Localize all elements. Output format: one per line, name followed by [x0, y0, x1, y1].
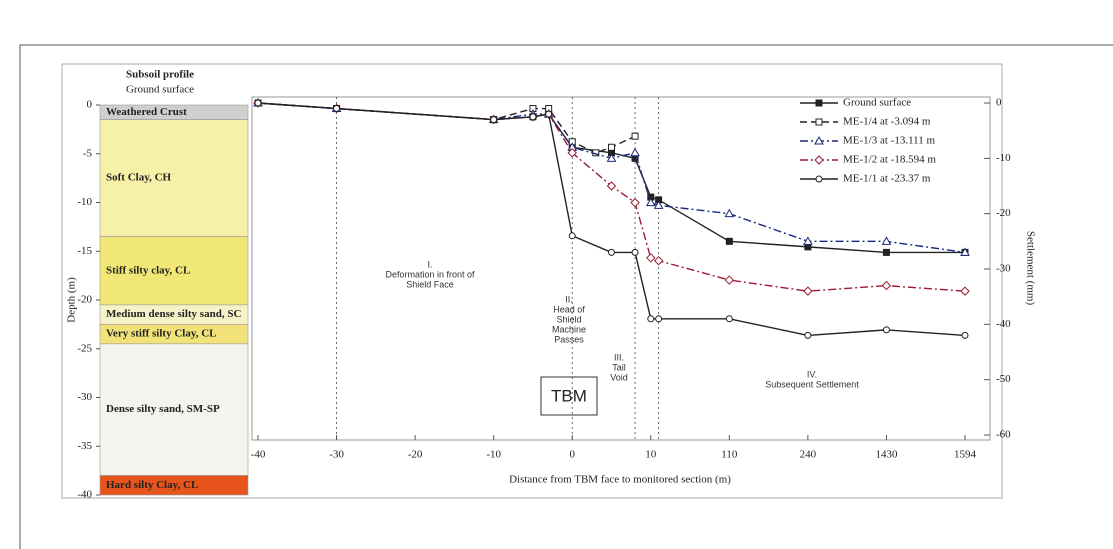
phase-label: Shield Face	[406, 279, 454, 289]
soil-layer-label: Very stiff silty Clay, CL	[106, 328, 217, 340]
phase-label: Machine	[552, 324, 586, 334]
marker	[725, 276, 733, 284]
depth-tick-label: -20	[77, 294, 92, 306]
soil-layer-label: Soft Clay, CH	[106, 172, 172, 184]
phase-label: III.	[614, 352, 624, 362]
plot-frame	[252, 97, 990, 440]
marker	[647, 254, 655, 262]
x-tick-label: -40	[251, 449, 266, 461]
y2-label: Settlement (mm)	[1024, 231, 1036, 306]
phase-label: II.	[565, 294, 573, 304]
marker	[631, 149, 639, 156]
legend-label: ME-1/1 at -23.37 m	[843, 173, 931, 185]
y2-tick-label: -20	[996, 207, 1011, 219]
x-label: Distance from TBM face to monitored sect…	[509, 474, 731, 486]
marker	[546, 111, 552, 117]
depth-tick-label: -10	[77, 196, 92, 208]
marker	[569, 233, 575, 239]
y2-tick-label: -60	[996, 429, 1011, 441]
y2-tick-label: -30	[996, 263, 1011, 275]
depth-tick-label: -35	[77, 440, 92, 452]
soil-layer-label: Hard silty Clay, CL	[106, 479, 198, 491]
phase-label: IV.	[807, 369, 817, 379]
phase-label: Deformation in front of	[385, 269, 475, 279]
tbm-label: TBM	[551, 386, 587, 405]
x-tick-label: -10	[486, 449, 501, 461]
x-tick-label: 240	[800, 449, 817, 461]
x-tick-label: 0	[569, 449, 575, 461]
marker	[962, 332, 968, 338]
marker	[648, 316, 654, 322]
legend-marker	[816, 176, 822, 182]
legend-label: ME-1/2 at -18.594 m	[843, 154, 936, 166]
marker	[334, 106, 340, 112]
phase-label: Passes	[554, 334, 584, 344]
depth-label: Depth (m)	[66, 277, 78, 323]
marker	[883, 327, 889, 333]
figure: Subsoil profile Ground surface Depth (m)…	[0, 0, 1113, 549]
marker	[655, 257, 663, 265]
phase-label: Tail	[612, 362, 626, 372]
marker	[632, 249, 638, 255]
marker	[491, 117, 497, 123]
marker	[726, 238, 732, 244]
legend-marker	[816, 119, 822, 125]
depth-tick-label: 0	[87, 99, 93, 111]
x-tick-label: -20	[408, 449, 423, 461]
depth-tick-label: -5	[83, 147, 93, 159]
phase-label: Head of	[553, 304, 585, 314]
marker	[631, 199, 639, 207]
legend-marker	[815, 156, 823, 164]
depth-tick-label: -25	[77, 342, 92, 354]
marker	[255, 100, 261, 106]
y2-tick-label: -10	[996, 152, 1011, 164]
x-tick-label: -30	[329, 449, 344, 461]
series-line	[258, 103, 635, 153]
phase-label: I.	[427, 259, 432, 269]
x-tick-label: 1430	[875, 449, 898, 461]
marker	[530, 114, 536, 120]
marker	[609, 249, 615, 255]
depth-tick-label: -30	[77, 391, 92, 403]
x-tick-label: 10	[645, 449, 657, 461]
phase-label: Subsequent Settlement	[765, 379, 859, 389]
legend-label: ME-1/3 at -13.111 m	[843, 135, 936, 147]
legend-label: ME-1/4 at -3.094 m	[843, 116, 931, 128]
marker	[609, 144, 615, 150]
depth-tick-label: -15	[77, 245, 92, 257]
phase-label: Void	[610, 372, 628, 382]
marker	[804, 287, 812, 295]
x-tick-label: 1594	[954, 449, 977, 461]
depth-tick-label: -40	[77, 489, 92, 501]
y2-tick-label: -40	[996, 318, 1011, 330]
soil-layer-label: Dense silty sand, SM-SP	[106, 403, 220, 415]
legend-marker	[816, 100, 822, 106]
marker	[961, 287, 969, 295]
marker	[883, 249, 889, 255]
profile-title: Subsoil profile	[126, 69, 194, 81]
marker	[726, 316, 732, 322]
marker	[656, 316, 662, 322]
marker	[805, 332, 811, 338]
x-tick-label: 110	[721, 449, 738, 461]
y2-tick-label: 0	[996, 97, 1002, 109]
marker	[725, 210, 733, 217]
y2-tick-label: -50	[996, 373, 1011, 385]
profile-subtitle: Ground surface	[126, 84, 194, 96]
series-line	[258, 103, 965, 291]
marker	[632, 133, 638, 139]
soil-layer-label: Stiff silty clay, CL	[106, 264, 190, 276]
phase-label: Shield	[556, 314, 581, 324]
marker	[882, 282, 890, 290]
legend-label: Ground surface	[843, 97, 911, 109]
soil-layer-label: Medium dense silty sand, SC	[106, 308, 241, 320]
soil-layer-label: Weathered Crust	[106, 106, 187, 118]
